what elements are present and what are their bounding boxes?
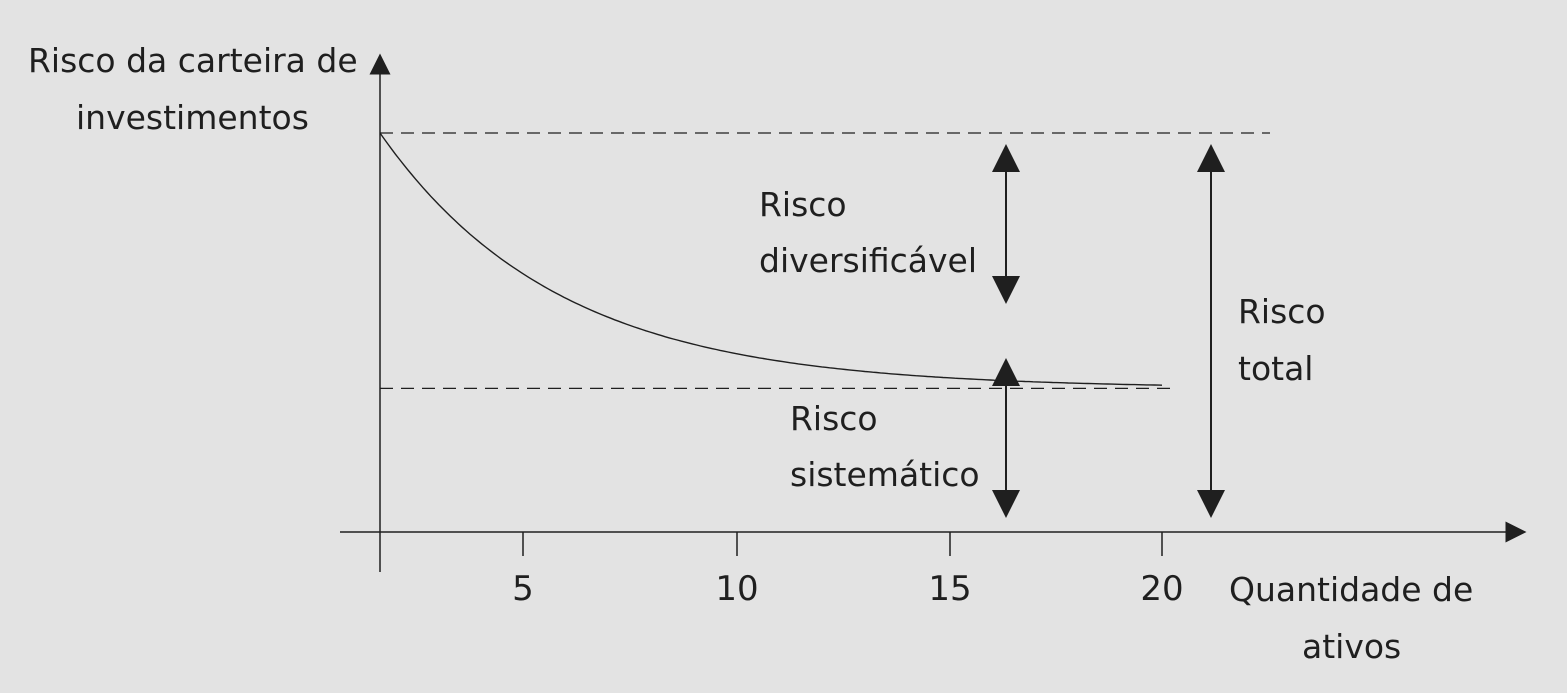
- y-axis-label-line-2: investimentos: [76, 98, 309, 137]
- y-axis-label-line-1: Risco da carteira de: [28, 41, 358, 80]
- total-risk-label-line-1: Risco: [1238, 292, 1326, 331]
- diversifiable-risk-label-line-2: diversificável: [759, 241, 977, 280]
- systematic-risk-label-line-1: Risco: [790, 399, 878, 438]
- x-tick-label-10: 10: [715, 569, 758, 609]
- diversifiable-risk-label-line-1: Risco: [759, 185, 847, 224]
- x-tick-label-5: 5: [512, 569, 534, 609]
- x-axis-label-line-1: Quantidade de: [1229, 570, 1473, 609]
- portfolio-risk-curve: [379, 132, 1163, 386]
- x-tick-label-20: 20: [1140, 569, 1183, 609]
- total-risk-label-line-2: total: [1238, 349, 1313, 388]
- x-ticks: 5 10 15 20: [512, 532, 1184, 609]
- x-axis-label-line-2: ativos: [1302, 627, 1401, 666]
- systematic-risk-label-line-2: sistemático: [790, 455, 980, 494]
- x-tick-label-15: 15: [928, 569, 971, 609]
